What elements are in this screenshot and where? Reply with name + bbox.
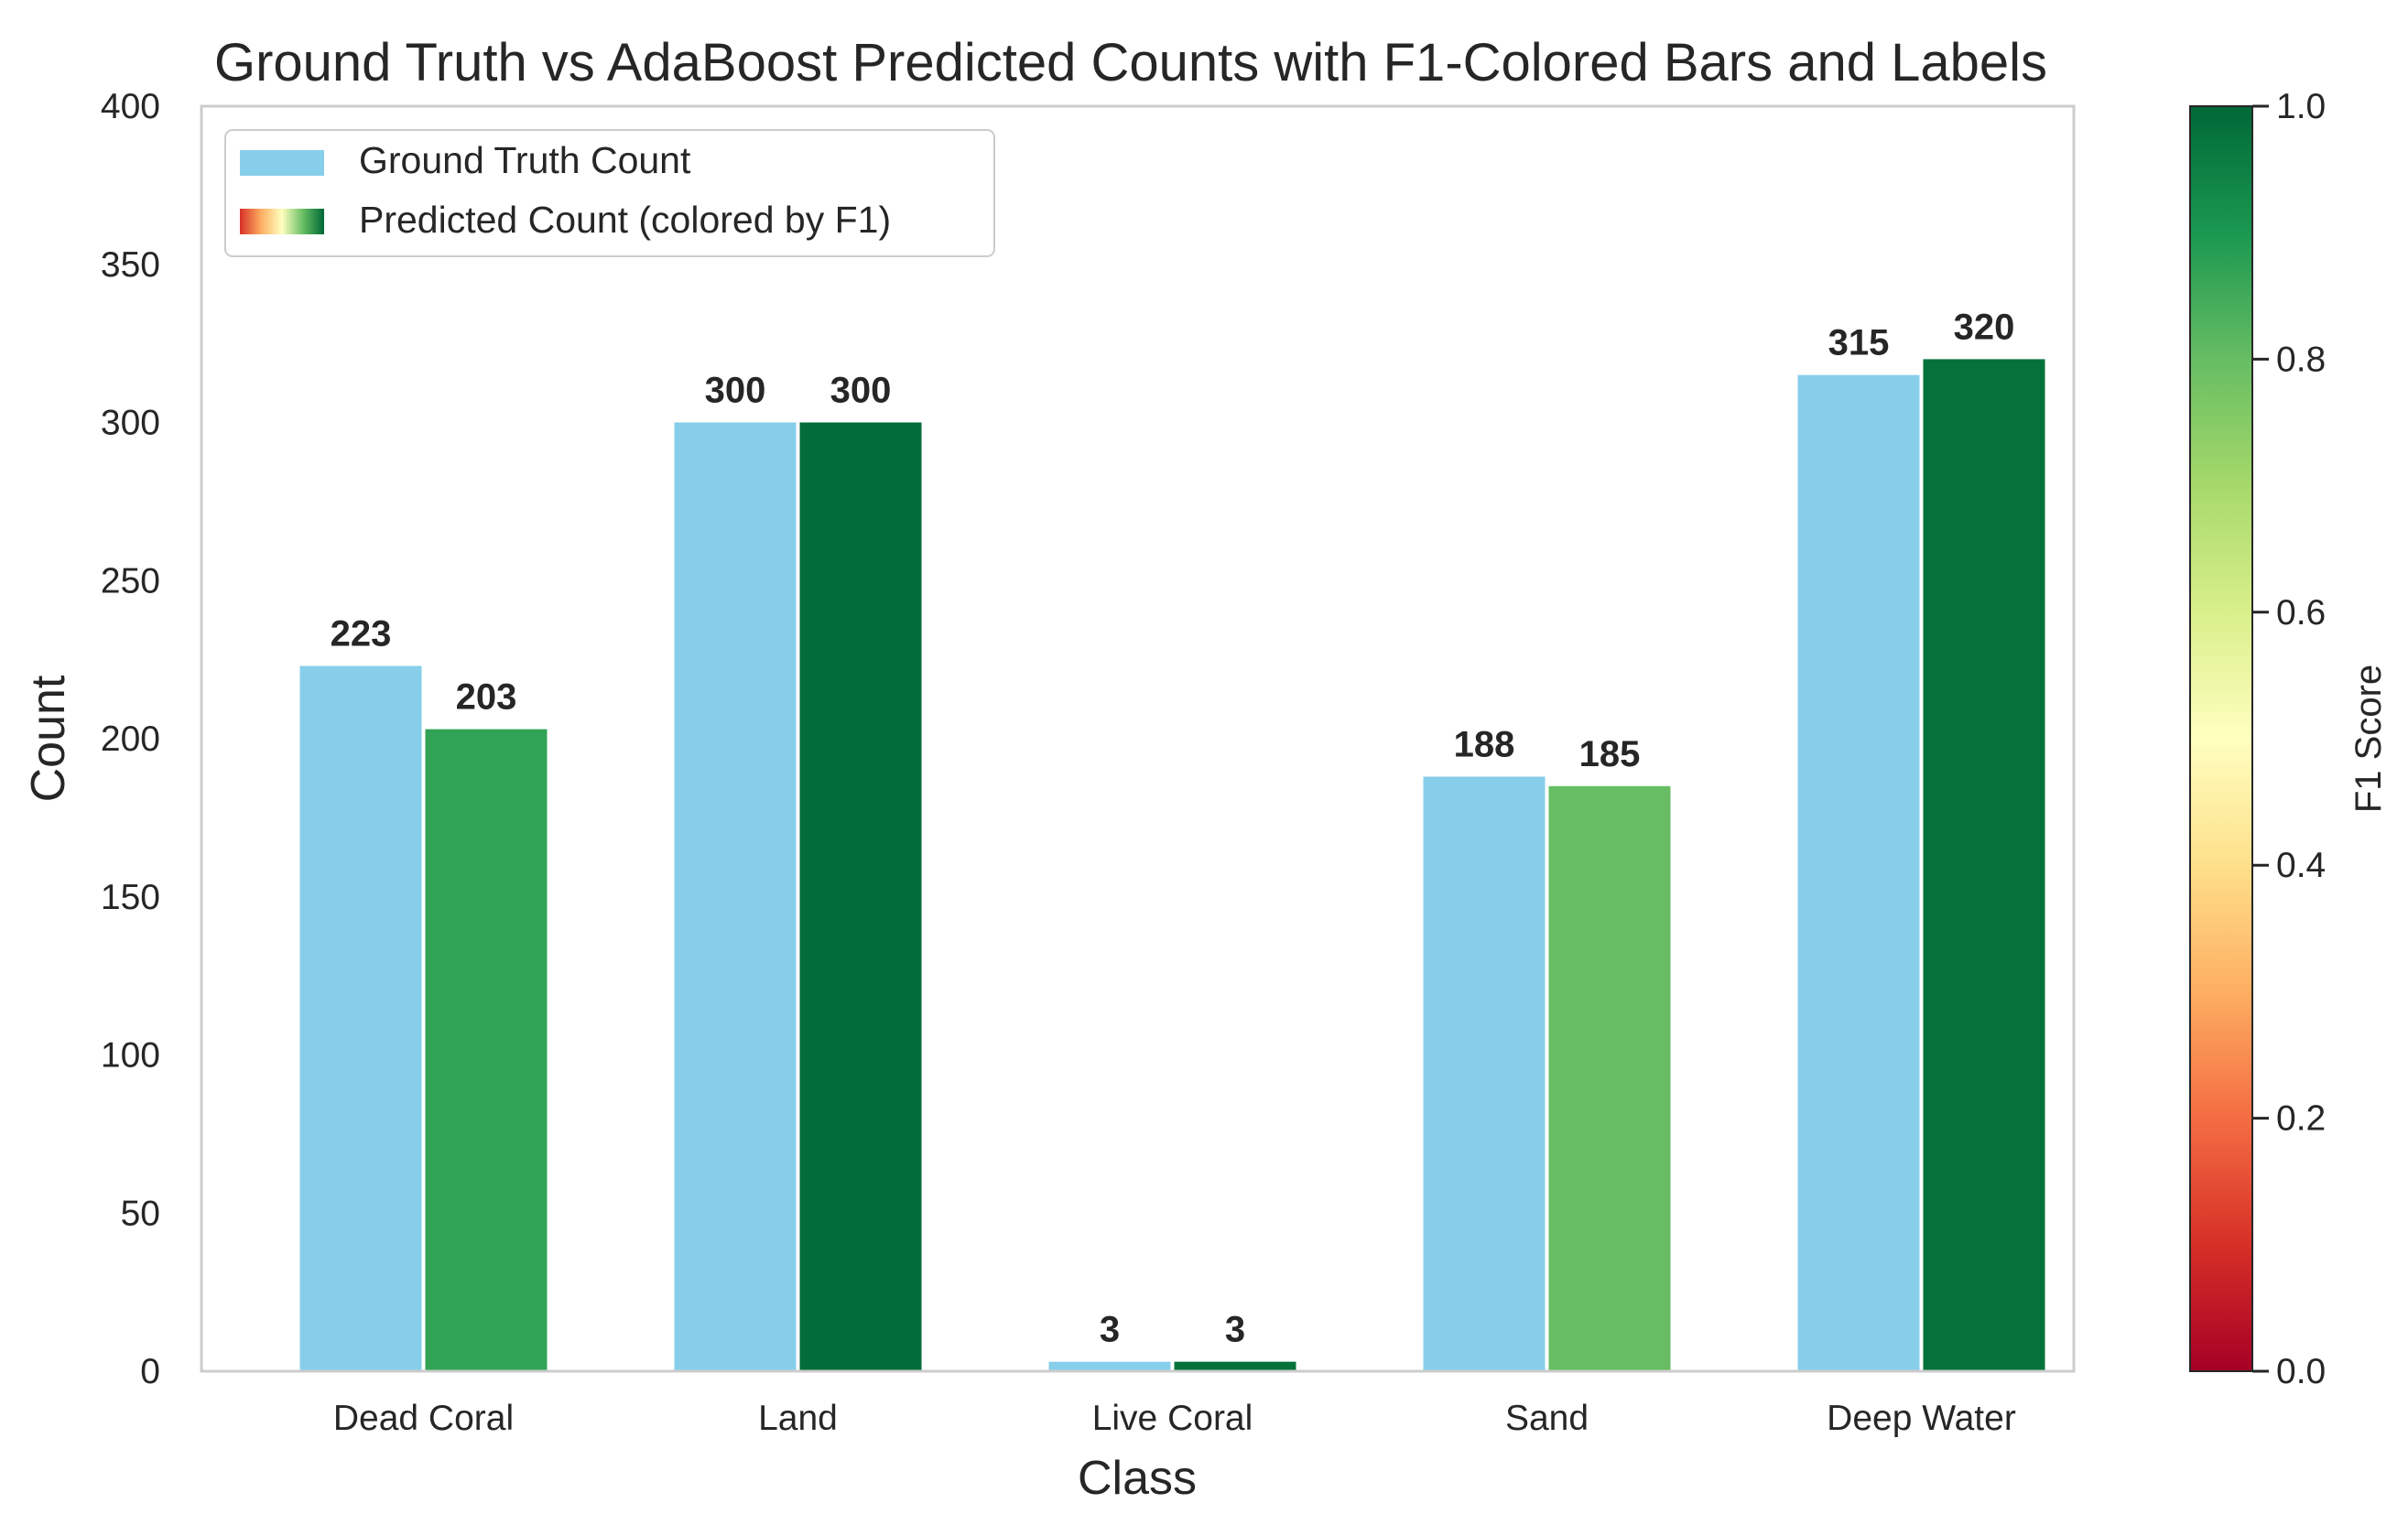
bar-label-predicted: 185 <box>1579 734 1641 774</box>
x-axis-ticks: Dead Coral Land Live Coral Sand Deep Water <box>333 1399 2016 1438</box>
bar-label-ground-truth: 3 <box>1100 1310 1120 1350</box>
y-tick-label: 50 <box>121 1194 160 1233</box>
y-axis-ticks: 0 50 100 150 200 250 300 350 400 <box>101 87 160 1391</box>
colorbar-tick-label: 0.2 <box>2276 1099 2326 1139</box>
colorbar-tick-label: 0.6 <box>2276 593 2326 633</box>
legend: Ground Truth Count Predicted Count (colo… <box>224 129 995 257</box>
bar-label-predicted: 320 <box>1954 307 2015 347</box>
legend-swatch-predicted <box>240 209 324 234</box>
chart-title: Ground Truth vs AdaBoost Predicted Count… <box>214 33 2047 92</box>
x-tick-label: Dead Coral <box>333 1399 514 1438</box>
x-axis-label: Class <box>1078 1452 1197 1505</box>
x-tick-label: Deep Water <box>1827 1399 2016 1438</box>
bar-ground-truth <box>1048 1361 1171 1371</box>
bar-label-ground-truth: 188 <box>1454 724 1515 764</box>
bar-predicted <box>1174 1361 1296 1371</box>
bar-label-ground-truth: 223 <box>331 614 392 654</box>
y-tick-label: 100 <box>101 1036 160 1076</box>
x-tick-label: Live Coral <box>1092 1399 1253 1438</box>
bars <box>299 359 2045 1371</box>
bar-predicted <box>425 729 548 1371</box>
bar-predicted <box>1923 359 2045 1371</box>
colorbar-gradient <box>2189 105 2253 1372</box>
x-tick-label: Sand <box>1505 1399 1589 1438</box>
bar-labels: 223 203 300 300 3 3 188 185 315 320 <box>331 307 2015 1349</box>
y-tick-label: 300 <box>101 404 160 443</box>
y-axis-label: Count <box>22 675 75 802</box>
x-tick-label: Land <box>758 1399 838 1438</box>
legend-frame <box>224 129 995 257</box>
legend-label-predicted: Predicted Count (colored by F1) <box>359 199 891 241</box>
colorbar-label: F1 Score <box>2348 665 2389 813</box>
y-tick-label: 0 <box>140 1352 160 1391</box>
colorbar-ticks: 0.0 0.2 0.4 0.6 0.8 1.0 <box>2252 87 2326 1391</box>
colorbar: 0.0 0.2 0.4 0.6 0.8 1.0 F1 Score <box>2189 87 2389 1391</box>
bar-label-ground-truth: 300 <box>705 371 766 411</box>
plot-frame <box>200 104 2076 1373</box>
bar-predicted <box>799 422 922 1371</box>
y-tick-label: 200 <box>101 719 160 759</box>
y-tick-label: 400 <box>101 87 160 126</box>
bar-label-predicted: 300 <box>830 371 892 411</box>
legend-swatch-ground-truth <box>240 150 324 176</box>
bar-label-predicted: 3 <box>1225 1310 1245 1350</box>
bar-ground-truth <box>674 422 797 1371</box>
colorbar-tick-label: 0.8 <box>2276 340 2326 379</box>
colorbar-tick-label: 1.0 <box>2276 87 2326 126</box>
colorbar-tick-label: 0.0 <box>2276 1352 2326 1391</box>
y-tick-label: 150 <box>101 878 160 917</box>
bar-label-ground-truth: 315 <box>1828 323 1890 363</box>
colorbar-tick-label: 0.4 <box>2276 846 2326 885</box>
bar-predicted <box>1548 785 1671 1371</box>
y-tick-label: 350 <box>101 245 160 285</box>
bar-ground-truth <box>299 665 422 1371</box>
bar-ground-truth <box>1797 374 1920 1371</box>
bar-label-predicted: 203 <box>456 677 517 718</box>
bar-ground-truth <box>1423 776 1546 1371</box>
y-tick-label: 250 <box>101 561 160 600</box>
legend-label-ground-truth: Ground Truth Count <box>359 139 691 181</box>
